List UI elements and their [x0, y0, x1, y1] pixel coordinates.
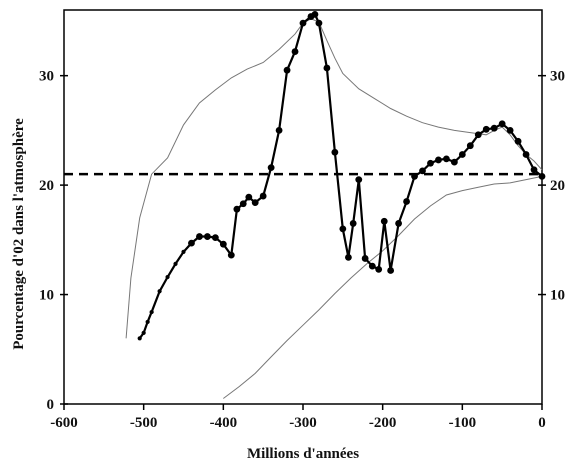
y-axis-title: Pourcentage d'02 dans l'atmosphère: [11, 118, 27, 350]
data-point: [361, 255, 369, 262]
data-point: [387, 267, 395, 274]
data-point: [219, 240, 227, 248]
y-right-tick-label: 10: [550, 288, 565, 304]
data-point: [458, 151, 466, 158]
x-tick-label: -300: [289, 415, 317, 431]
data-point: [490, 124, 498, 132]
y-left-tick-label: 10: [39, 288, 54, 304]
data-point: [299, 19, 307, 27]
data-point: [259, 192, 267, 200]
data-point: [427, 159, 434, 167]
main-series-group: [137, 10, 546, 341]
data-point: [188, 239, 195, 247]
x-axis-title: Millions d'années: [247, 446, 359, 462]
data-point: [173, 261, 178, 267]
x-tick-label: -200: [369, 415, 397, 431]
data-point: [331, 148, 339, 156]
data-point: [514, 137, 522, 145]
data-point: [443, 155, 450, 163]
x-tick-label: -400: [210, 415, 238, 431]
y-right-tick-label: 30: [550, 69, 565, 85]
main-series-line: [138, 12, 543, 339]
y-left-tick-label: 20: [39, 178, 54, 194]
data-point: [368, 262, 376, 270]
data-point: [283, 66, 291, 74]
plot-frame: [63, 9, 543, 405]
x-tick-label: 0: [538, 415, 546, 431]
y-left-tick-label: 0: [47, 397, 55, 413]
data-point: [450, 158, 458, 166]
data-point: [349, 220, 357, 227]
data-point: [165, 274, 170, 280]
data-point: [395, 220, 402, 227]
data-point: [380, 217, 388, 225]
data-point: [315, 19, 323, 27]
data-point: [419, 167, 426, 175]
axis-ticks: -600 -500 -400 -300 -200 -100 0 0 10 20 30 10 20 30: [39, 69, 565, 431]
data-point: [157, 289, 162, 294]
data-point: [339, 225, 347, 233]
data-point: [233, 205, 241, 213]
data-point: [181, 249, 186, 254]
data-point: [466, 142, 474, 150]
data-point: [375, 265, 383, 273]
data-point: [498, 120, 506, 128]
data-point: [251, 199, 259, 207]
x-tick-label: -500: [130, 415, 158, 431]
data-point: [345, 253, 352, 261]
data-point: [506, 126, 514, 134]
data-point: [403, 198, 410, 205]
data-point: [530, 166, 538, 174]
y-right-tick-label: 20: [550, 178, 565, 194]
x-tick-label: -600: [50, 415, 78, 431]
data-point: [196, 233, 203, 240]
envelope-lines: [125, 18, 543, 399]
data-point: [141, 330, 146, 335]
data-point: [291, 48, 299, 55]
lower-envelope-line: [223, 175, 543, 399]
data-point: [211, 234, 219, 242]
data-point: [538, 172, 546, 180]
data-point: [137, 336, 142, 341]
data-point: [474, 131, 482, 139]
x-tick-label: -100: [449, 415, 477, 431]
data-point: [239, 200, 247, 208]
data-point: [482, 125, 490, 133]
data-point: [311, 10, 319, 18]
data-point: [522, 151, 530, 158]
data-point: [275, 126, 283, 134]
upper-envelope-line: [125, 18, 543, 339]
data-point: [145, 319, 150, 325]
data-point: [149, 309, 154, 315]
data-point: [411, 172, 418, 180]
data-point: [323, 64, 331, 72]
data-point: [204, 233, 211, 240]
data-point: [435, 156, 442, 164]
y-left-tick-label: 30: [39, 69, 54, 85]
data-point: [267, 164, 275, 172]
data-point: [355, 176, 363, 184]
data-point: [245, 193, 253, 201]
data-point: [227, 251, 235, 259]
